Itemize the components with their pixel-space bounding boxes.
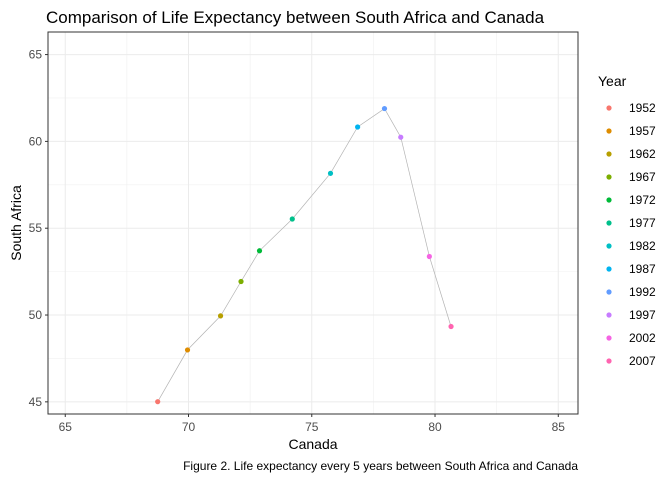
plot-panel (48, 32, 578, 414)
data-point-2002 (426, 253, 432, 260)
legend-key-1987 (606, 266, 612, 272)
data-point-1957 (184, 347, 191, 353)
x-tick-label: 85 (552, 420, 566, 434)
legend: 1952 1957 1962 1967 1972 1977 1982 1987 1992 1997… (606, 101, 656, 368)
x-tick-label: 80 (428, 420, 442, 434)
legend-label-1997: 1997 (629, 308, 656, 322)
x-axis-ticks: 65 70 75 80 85 (59, 414, 566, 434)
data-point-2007 (448, 323, 454, 330)
legend-key-1992 (606, 289, 612, 295)
x-tick-label: 75 (305, 420, 319, 434)
legend-key-1977 (606, 220, 612, 226)
legend-key-2007 (606, 358, 612, 364)
legend-label-1957: 1957 (629, 124, 656, 138)
y-tick-label: 65 (29, 48, 43, 62)
x-tick-label: 70 (182, 420, 196, 434)
data-points (155, 105, 454, 405)
legend-key-1997 (606, 312, 612, 318)
legend-key-2002 (606, 335, 612, 341)
data-point-1987 (355, 124, 361, 130)
legend-label-1972: 1972 (629, 193, 656, 207)
data-point-1992 (381, 105, 388, 112)
legend-key-1972 (606, 197, 612, 203)
legend-label-1992: 1992 (629, 285, 656, 299)
y-tick-label: 45 (29, 395, 43, 409)
x-tick-label: 65 (59, 420, 73, 434)
series-line (157, 108, 452, 402)
legend-key-1962 (606, 151, 612, 157)
legend-key-1957 (606, 128, 612, 134)
legend-label-1977: 1977 (629, 216, 656, 230)
data-point-1962 (217, 313, 224, 319)
y-axis-title: South Africa (8, 185, 24, 261)
data-point-1952 (155, 399, 161, 405)
figure-caption: Figure 2. Life expectancy every 5 years … (183, 459, 578, 473)
data-point-1967 (238, 278, 244, 285)
x-axis-title: Canada (288, 436, 337, 452)
legend-label-1982: 1982 (629, 239, 656, 253)
chart-title: Comparison of Life Expectancy between So… (46, 8, 545, 27)
legend-label-1952: 1952 (629, 101, 656, 115)
plot-border (47, 31, 579, 415)
y-tick-label: 55 (29, 221, 43, 235)
y-tick-label: 50 (29, 308, 43, 322)
legend-title: Year (598, 73, 627, 89)
legend-label-1987: 1987 (629, 262, 656, 276)
connecting-line-layer (157, 108, 452, 402)
legend-label-2002: 2002 (629, 331, 656, 345)
legend-key-1952 (606, 105, 612, 111)
data-point-1997 (398, 134, 404, 140)
legend-key-1967 (606, 174, 612, 180)
data-point-1982 (327, 170, 334, 176)
legend-key-1982 (606, 243, 612, 249)
grid-lines (48, 32, 578, 414)
y-tick-label: 60 (29, 134, 43, 148)
y-axis-ticks: 45 50 55 60 65 (29, 48, 48, 409)
legend-label-2007: 2007 (629, 354, 656, 368)
legend-label-1962: 1962 (629, 147, 656, 161)
data-point-1977 (289, 216, 295, 222)
data-point-1972 (256, 248, 263, 254)
legend-label-1967: 1967 (629, 170, 656, 184)
